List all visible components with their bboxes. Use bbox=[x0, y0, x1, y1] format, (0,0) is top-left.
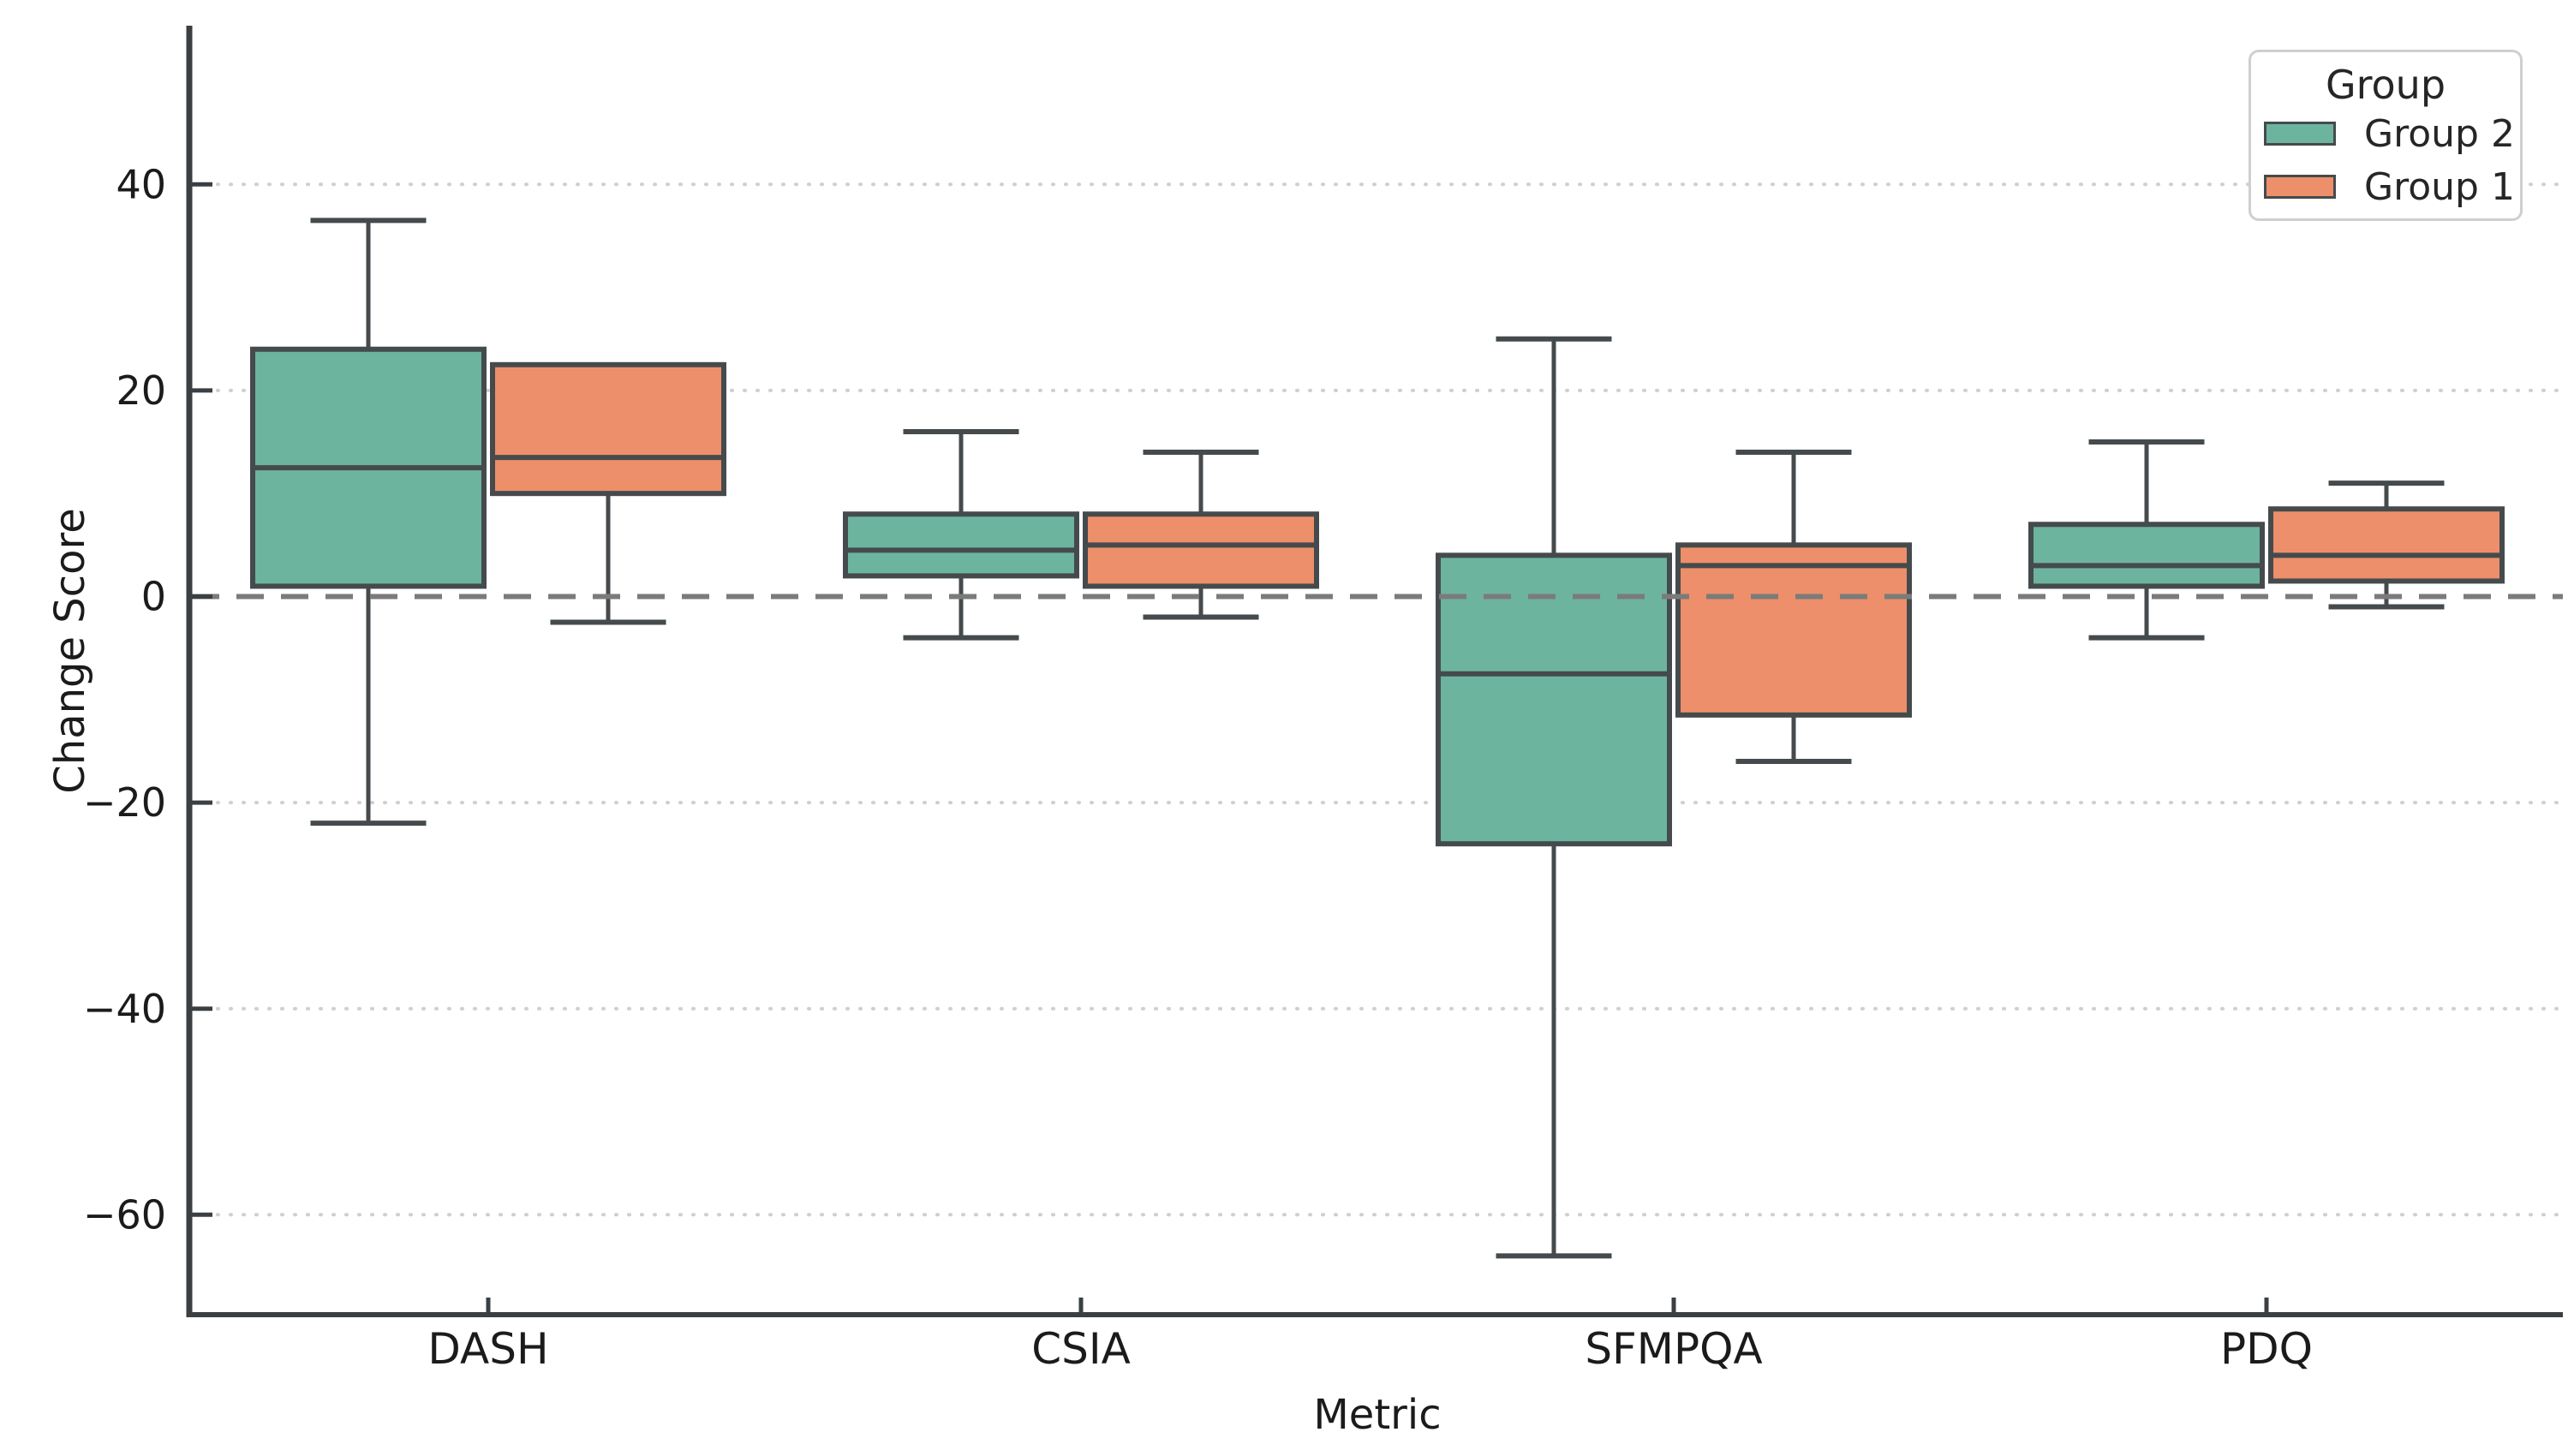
legend: Group Group 2 Group 1 bbox=[2249, 50, 2523, 221]
y-tick-label-0: 0 bbox=[141, 574, 166, 620]
y-tick-label--40: −40 bbox=[83, 986, 166, 1032]
box-rect bbox=[843, 511, 1079, 579]
box-group-1-PDQ bbox=[2268, 480, 2505, 610]
legend-item-group1: Group 1 bbox=[2251, 160, 2520, 213]
y-tick-label-20: 20 bbox=[116, 367, 166, 414]
x-tick-label-SFMPQA: SFMPQA bbox=[1585, 1324, 1762, 1374]
legend-item-group2: Group 2 bbox=[2251, 107, 2520, 160]
box-group-2-CSIA bbox=[843, 428, 1079, 641]
legend-title: Group bbox=[2325, 62, 2446, 108]
x-tick-label-PDQ: PDQ bbox=[2220, 1324, 2313, 1374]
box-rect bbox=[1436, 552, 1672, 847]
x-tick-label-DASH: DASH bbox=[427, 1324, 548, 1374]
box-rect bbox=[2028, 522, 2265, 589]
box-group-1-DASH bbox=[490, 361, 726, 625]
box-group-2-DASH bbox=[250, 218, 487, 826]
box-rect bbox=[2268, 506, 2505, 584]
x-axis-title: Metric bbox=[1313, 1391, 1442, 1439]
box-rect bbox=[1083, 511, 1319, 589]
legend-swatch-group2 bbox=[2264, 122, 2336, 146]
box-group-2-PDQ bbox=[2028, 439, 2265, 641]
legend-label-group1: Group 1 bbox=[2364, 164, 2515, 209]
box-rect bbox=[1675, 542, 1912, 718]
box-rect bbox=[490, 361, 726, 497]
x-tick-label-CSIA: CSIA bbox=[1031, 1324, 1131, 1374]
box-group-1-CSIA bbox=[1083, 450, 1319, 620]
legend-label-group2: Group 2 bbox=[2364, 111, 2515, 156]
box-group-1-SFMPQA bbox=[1675, 450, 1912, 764]
y-tick-label-40: 40 bbox=[116, 161, 166, 207]
y-axis-title: Change Score bbox=[46, 508, 94, 794]
box-group-2-SFMPQA bbox=[1436, 336, 1672, 1259]
y-tick-label--60: −60 bbox=[83, 1191, 166, 1238]
legend-swatch-group1 bbox=[2264, 175, 2336, 199]
y-tick-label--20: −20 bbox=[83, 779, 166, 826]
